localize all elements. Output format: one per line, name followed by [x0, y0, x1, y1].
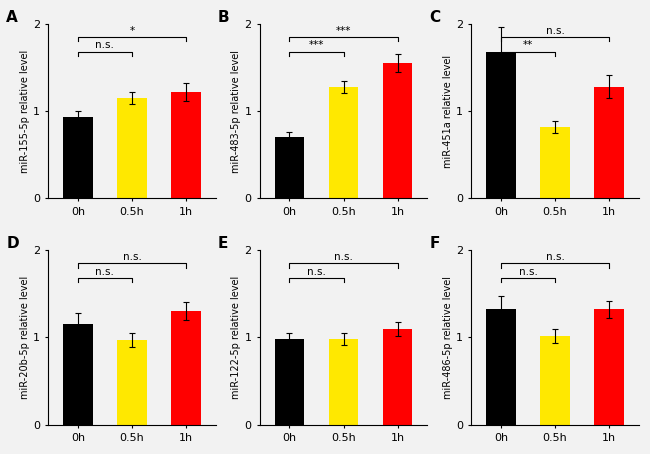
Text: n.s.: n.s.: [545, 25, 565, 35]
Text: B: B: [218, 10, 229, 25]
Bar: [63, 324, 93, 424]
Bar: [594, 87, 624, 198]
Y-axis label: miR-155-5p relative level: miR-155-5p relative level: [20, 49, 30, 173]
Bar: [383, 63, 413, 198]
Bar: [171, 92, 201, 198]
Text: ***: ***: [336, 25, 351, 35]
Text: n.s.: n.s.: [122, 252, 142, 262]
Text: n.s.: n.s.: [519, 267, 538, 277]
Text: *: *: [129, 25, 135, 35]
Bar: [329, 339, 358, 424]
Y-axis label: miR-451a relative level: miR-451a relative level: [443, 54, 453, 168]
Text: F: F: [430, 236, 440, 251]
Bar: [329, 87, 358, 198]
Bar: [63, 117, 93, 198]
Y-axis label: miR-20b-5p relative level: miR-20b-5p relative level: [20, 276, 30, 399]
Text: E: E: [218, 236, 228, 251]
Text: C: C: [430, 10, 441, 25]
Text: n.s.: n.s.: [334, 252, 353, 262]
Text: n.s.: n.s.: [96, 40, 114, 50]
Text: ***: ***: [309, 40, 324, 50]
Text: D: D: [6, 236, 19, 251]
Y-axis label: miR-483-5p relative level: miR-483-5p relative level: [231, 49, 242, 173]
Y-axis label: miR-486-5p relative level: miR-486-5p relative level: [443, 276, 453, 399]
Bar: [117, 98, 147, 198]
Bar: [274, 339, 304, 424]
Bar: [383, 329, 413, 424]
Bar: [171, 311, 201, 424]
Bar: [486, 310, 516, 424]
Text: A: A: [6, 10, 18, 25]
Text: n.s.: n.s.: [545, 252, 565, 262]
Bar: [486, 52, 516, 198]
Bar: [540, 127, 570, 198]
Bar: [117, 340, 147, 424]
Text: n.s.: n.s.: [307, 267, 326, 277]
Bar: [594, 310, 624, 424]
Y-axis label: miR-122-5p relative level: miR-122-5p relative level: [231, 276, 242, 399]
Bar: [540, 336, 570, 424]
Text: **: **: [523, 40, 533, 50]
Text: n.s.: n.s.: [96, 267, 114, 277]
Bar: [274, 137, 304, 198]
